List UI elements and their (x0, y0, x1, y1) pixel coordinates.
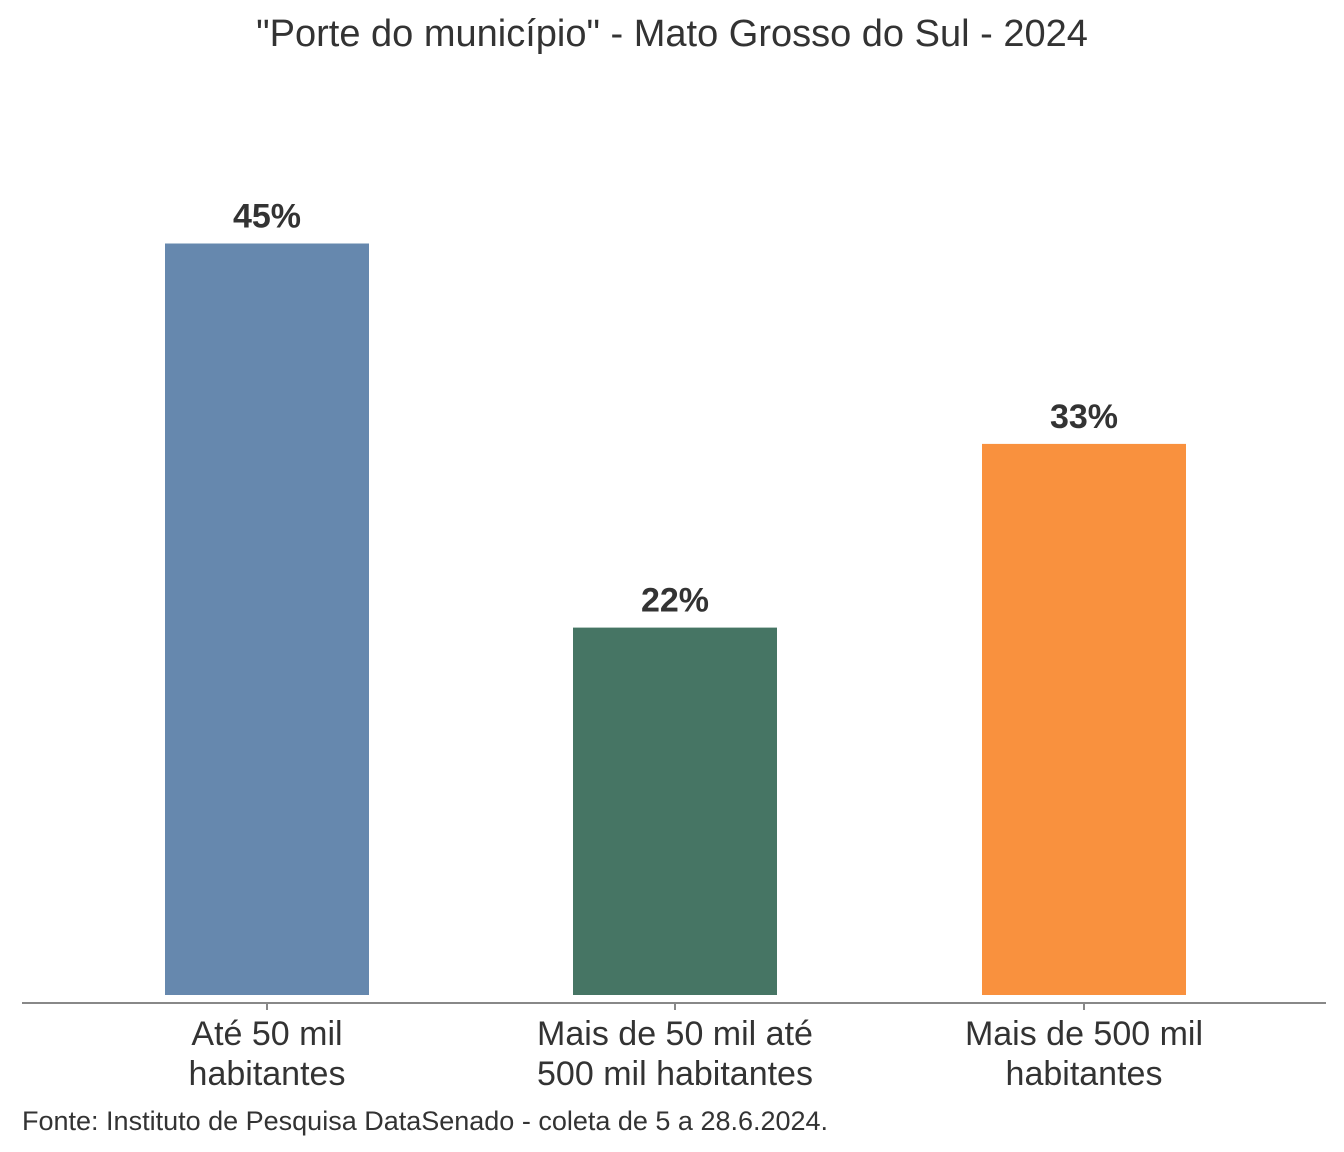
value-label-3: 33% (1050, 398, 1118, 436)
source-note: Fonte: Instituto de Pesquisa DataSenado … (22, 1106, 828, 1136)
bar-1 (165, 243, 369, 995)
x-tick-label-2-line-2: 500 mil habitantes (537, 1055, 813, 1093)
x-tick-label-3-line-2: habitantes (1006, 1055, 1163, 1093)
bar-3 (982, 443, 1186, 995)
x-tick-label-1-line-1: Até 50 mil (191, 1015, 342, 1053)
value-labels-group: 45% 22% 33% (233, 198, 1118, 620)
bars-group (165, 243, 1186, 995)
x-tick-label-1-line-2: habitantes (189, 1055, 346, 1093)
bar-2 (573, 627, 777, 995)
value-label-1: 45% (233, 198, 301, 236)
chart-title: "Porte do município" - Mato Grosso do Su… (256, 13, 1088, 55)
x-axis-ticks (266, 1003, 1085, 1010)
x-tick-label-2-line-1: Mais de 50 mil até (537, 1015, 813, 1053)
x-tick-label-3-line-1: Mais de 500 mil (965, 1015, 1203, 1053)
value-label-2: 22% (641, 582, 709, 620)
